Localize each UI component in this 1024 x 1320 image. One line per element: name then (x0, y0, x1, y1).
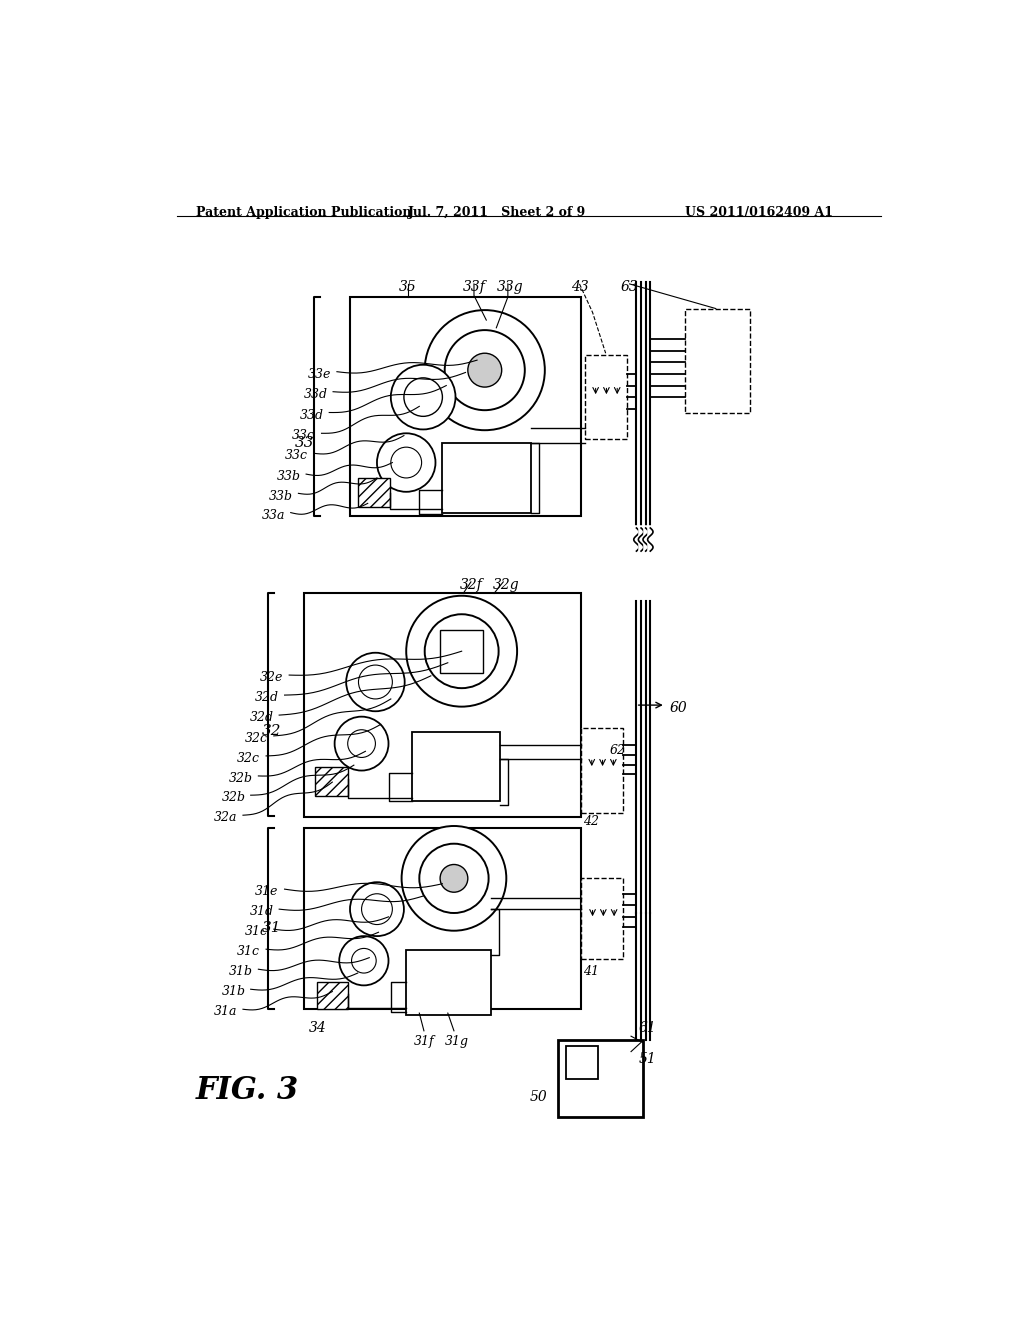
Text: 33g: 33g (497, 280, 523, 294)
Circle shape (335, 717, 388, 771)
Bar (565, 1047, 598, 1078)
Text: 60: 60 (670, 701, 687, 715)
Text: 33a: 33a (261, 508, 285, 521)
Bar (685, 309, 751, 412)
Bar (304, 594, 581, 817)
Text: 35: 35 (398, 280, 417, 294)
Text: 61: 61 (639, 1020, 656, 1035)
Text: 31f: 31f (414, 1035, 434, 1048)
Bar (407, 950, 490, 1015)
Circle shape (407, 595, 517, 706)
Text: 33b: 33b (276, 470, 301, 483)
Text: 42: 42 (584, 816, 599, 828)
Text: 32b: 32b (221, 792, 246, 804)
Text: 31a: 31a (214, 1006, 238, 1019)
Circle shape (350, 882, 403, 936)
Circle shape (444, 330, 524, 411)
Text: 34: 34 (309, 1020, 327, 1035)
Bar (350, 297, 581, 516)
Bar (412, 733, 500, 801)
Text: 31d: 31d (250, 906, 273, 919)
Text: 31: 31 (261, 921, 281, 935)
Circle shape (391, 447, 422, 478)
Bar (316, 982, 348, 1010)
Text: 51: 51 (639, 1052, 656, 1065)
Circle shape (419, 843, 488, 913)
Text: 33d: 33d (300, 409, 324, 421)
Circle shape (348, 730, 376, 758)
Bar (440, 630, 483, 673)
Text: FIG. 3: FIG. 3 (196, 1074, 299, 1106)
Circle shape (346, 653, 404, 711)
Text: US 2011/0162409 A1: US 2011/0162409 A1 (685, 206, 833, 219)
Text: 32c: 32c (237, 752, 260, 766)
Text: 32a: 32a (214, 812, 238, 825)
Text: 32g: 32g (493, 578, 519, 593)
Text: 33e: 33e (307, 368, 331, 381)
Text: 31b: 31b (229, 965, 253, 978)
Bar (315, 767, 348, 796)
Bar (581, 729, 624, 813)
Text: Jul. 7, 2011   Sheet 2 of 9: Jul. 7, 2011 Sheet 2 of 9 (408, 206, 586, 219)
Text: 31g: 31g (444, 1035, 469, 1048)
Text: 32b: 32b (229, 772, 253, 785)
Bar (304, 829, 581, 1010)
Text: Patent Application Publication: Patent Application Publication (196, 206, 412, 219)
Circle shape (446, 636, 477, 667)
Bar (442, 444, 531, 512)
Circle shape (425, 310, 545, 430)
Text: 32f: 32f (460, 578, 483, 593)
Text: 33b: 33b (269, 490, 293, 503)
Text: 33c: 33c (285, 449, 307, 462)
Text: 32e: 32e (260, 671, 284, 684)
Circle shape (403, 378, 442, 416)
Text: 62: 62 (609, 743, 626, 756)
Circle shape (391, 364, 456, 429)
Text: 41: 41 (584, 965, 599, 978)
Text: 31c: 31c (245, 925, 267, 939)
Bar (581, 878, 624, 960)
Bar (585, 355, 628, 440)
Text: 33: 33 (295, 436, 314, 450)
Circle shape (351, 948, 376, 973)
Text: 32d: 32d (255, 692, 280, 705)
Bar (357, 478, 390, 507)
Text: 43: 43 (571, 280, 589, 294)
Text: 33f: 33f (463, 280, 486, 294)
Text: 31b: 31b (221, 985, 246, 998)
Text: 31e: 31e (255, 886, 279, 899)
Text: 32c: 32c (245, 733, 267, 744)
Circle shape (339, 936, 388, 985)
Text: 33d: 33d (304, 388, 328, 401)
Text: 32: 32 (261, 725, 281, 738)
Text: 33c: 33c (292, 429, 315, 442)
Text: 31c: 31c (237, 945, 260, 958)
Text: 63: 63 (621, 280, 638, 294)
Circle shape (425, 614, 499, 688)
Circle shape (401, 826, 506, 931)
Circle shape (361, 894, 392, 924)
Bar (558, 1040, 643, 1117)
Circle shape (468, 354, 502, 387)
Circle shape (358, 665, 392, 700)
Circle shape (440, 865, 468, 892)
Text: 32d: 32d (250, 711, 273, 725)
Circle shape (377, 433, 435, 492)
Text: 50: 50 (529, 1090, 547, 1104)
